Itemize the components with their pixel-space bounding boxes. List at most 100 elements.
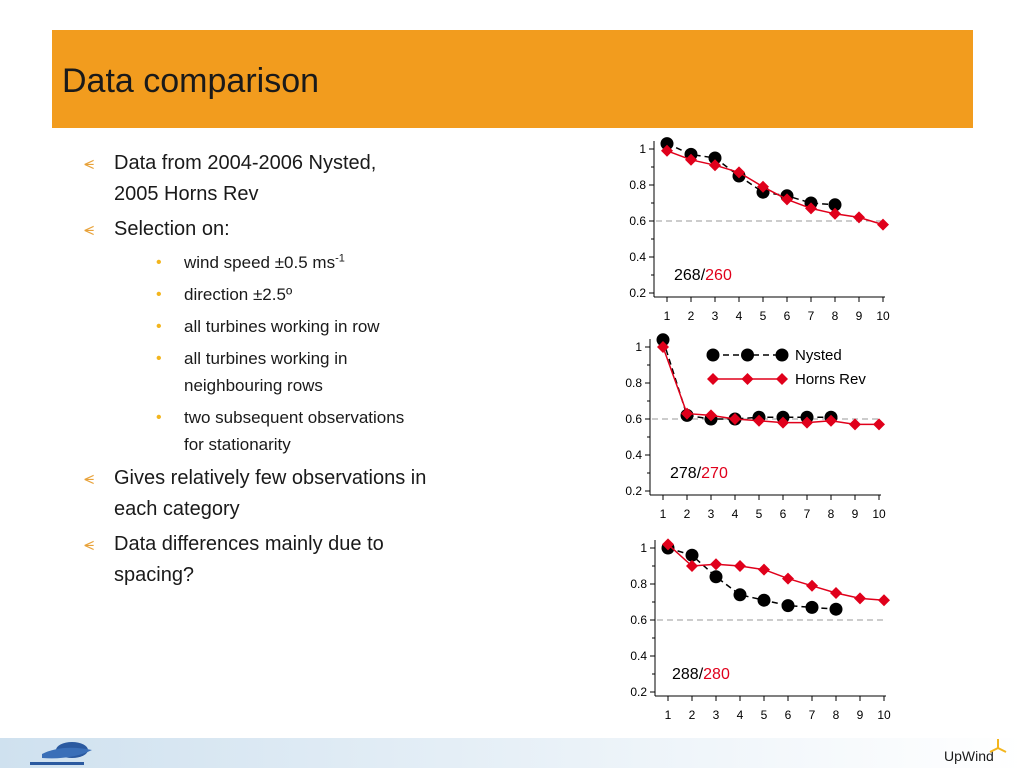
upwind-logo-text: UpWind [944,748,994,764]
sub-bullet-item: • all turbines working in neighbouring r… [84,345,524,399]
sub-bullet-item: • wind speed ±0.5 ms-1 [84,249,524,276]
bullet-dot-icon: • [156,409,162,426]
y-tick-label: 1 [640,541,647,555]
y-tick-label: 0.4 [630,649,647,663]
data-point-horns-rev [758,563,770,576]
bullet-item: ⪪ Gives relatively few observations in e… [84,463,524,525]
data-point-horns-rev [801,416,813,429]
x-tick-label: 6 [785,708,792,722]
x-tick-label: 4 [732,507,739,521]
sub-bullet-text: direction ±2.5º [184,285,293,304]
data-point-horns-rev [853,211,865,224]
bullet-text: 2005 Horns Rev [114,183,259,205]
footer-bar: UpWind [0,738,1024,768]
x-tick-label: 4 [737,708,744,722]
legend-marker-nysted [706,348,720,362]
count-black: 268/ [674,267,706,284]
sub-bullet-item: • all turbines working in row [84,313,524,340]
y-tick-label: 0.4 [629,250,646,264]
legend-marker-horns-rev [776,373,788,385]
x-tick-label: 2 [689,708,696,722]
bullet-list: ⪪ Data from 2004-2006 Nysted, 2005 Horns… [84,148,524,595]
data-point-horns-rev [878,594,890,607]
y-tick-label: 0.2 [630,685,647,699]
data-point-horns-rev [825,414,837,427]
data-point-horns-rev [873,418,885,431]
bullet-text: Gives relatively few observations in [114,467,427,489]
x-tick-label: 3 [713,708,720,722]
data-point-nysted [829,602,843,616]
x-tick-label: 2 [688,309,695,323]
x-tick-label: 6 [784,309,791,323]
data-point-horns-rev [805,202,817,215]
data-point-nysted [656,333,670,347]
y-tick-label: 0.2 [625,484,642,498]
x-tick-label: 10 [876,309,890,323]
y-tick-label: 0.6 [625,412,642,426]
x-tick-label: 8 [828,507,835,521]
legend-marker-nysted [741,348,754,362]
count-annotation: 278/270 [670,465,728,482]
legend-marker-horns-rev [707,373,719,385]
x-tick-label: 1 [665,708,672,722]
x-tick-label: 10 [877,708,891,722]
y-tick-label: 0.8 [630,577,647,591]
bullet-item: ⪪ Data differences mainly due to spacing… [84,529,524,591]
data-point-horns-rev [705,409,717,422]
legend-marker-nysted [775,348,789,362]
data-point-horns-rev [681,407,693,420]
wind-turbine-icon: ⪪ [84,153,95,173]
legend-label-nysted: Nysted [795,347,842,364]
y-tick-label: 0.8 [625,376,642,390]
data-point-horns-rev [782,572,794,585]
count-red: 260 [705,267,732,284]
x-tick-label: 7 [809,708,816,722]
y-tick-label: 0.2 [629,286,646,300]
data-point-horns-rev [830,587,842,599]
data-point-horns-rev [661,144,673,157]
data-point-horns-rev [729,413,741,425]
sub-bullet-text: all turbines working in row [184,317,380,336]
upwind-turbine-icon [989,739,1007,753]
x-tick-label: 10 [872,507,886,521]
x-tick-label: 8 [833,708,840,722]
x-tick-label: 9 [856,309,863,323]
data-point-horns-rev [854,592,866,605]
data-point-horns-rev [685,153,697,166]
data-point-nysted [708,151,722,165]
bullet-text: spacing? [114,564,195,586]
data-point-horns-rev [662,538,674,551]
slide-title: Data comparison [62,62,320,100]
series-line [666,150,884,226]
data-point-nysted [828,198,842,212]
data-point-horns-rev [733,166,745,179]
x-tick-label: 5 [761,708,768,722]
y-tick-label: 0.8 [629,178,646,192]
bullet-item: ⪪ Selection on: [84,214,524,245]
bullet-dot-icon: • [156,254,162,271]
sub-bullet-item: • two subsequent observations for statio… [84,404,524,458]
fp6-logo [30,742,92,765]
x-tick-label: 9 [852,507,859,521]
data-point-nysted [685,548,699,562]
bullet-text: each category [114,498,240,520]
legend-label-horns-rev: Horns Rev [795,371,866,388]
sub-bullet-item: • direction ±2.5º [84,281,524,308]
series-line [667,543,885,601]
x-tick-label: 3 [712,309,719,323]
x-tick-label: 6 [780,507,787,521]
data-point-horns-rev [686,560,698,572]
x-tick-label: 1 [664,309,671,323]
count-annotation: 288/280 [672,666,730,683]
x-tick-label: 5 [760,309,767,323]
y-tick-label: 0.6 [630,613,647,627]
data-point-horns-rev [710,558,722,571]
data-point-horns-rev [777,416,789,429]
data-point-nysted [709,570,723,584]
bullet-dot-icon: • [156,318,162,335]
series-line [662,346,879,426]
charts-area: 0.2 0.4 0.6 0.8 1 1 2 3 4 5 6 7 8 9 10 268/260 0.2 0.4 0.6… [625,137,891,722]
sub-bullet-text: all turbines working in [184,349,348,368]
wind-turbine-icon: ⪪ [84,468,95,488]
bullet-text: Selection on: [114,218,230,240]
